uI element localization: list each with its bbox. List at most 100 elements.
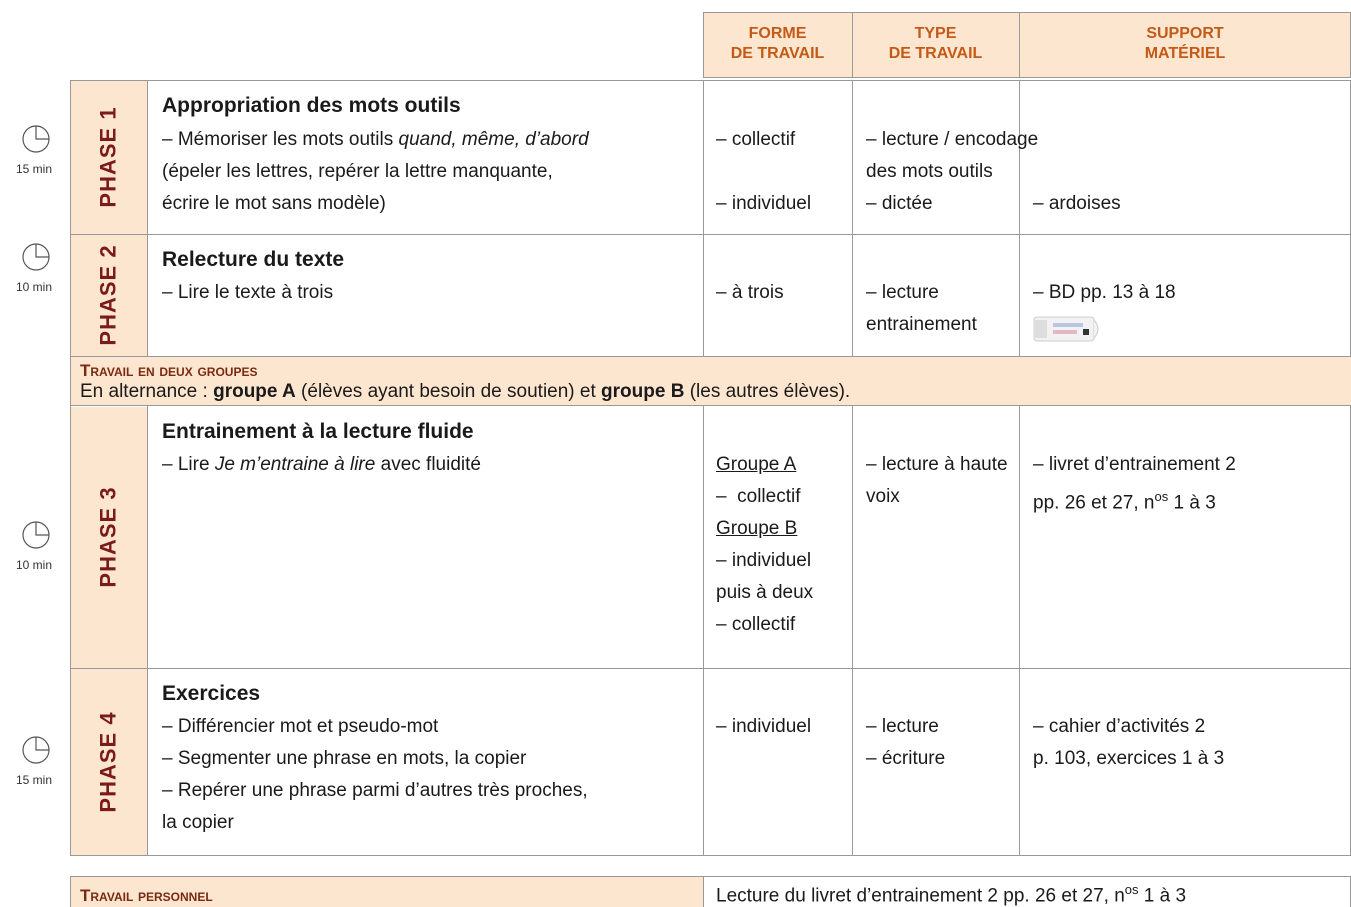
- forme: – individuel: [716, 716, 812, 737]
- header-line: TYPE: [914, 25, 957, 42]
- superscript: os: [1124, 882, 1139, 897]
- header-type: TYPE DE TRAVAIL: [852, 24, 1019, 64]
- text: pp. 26 et 27, n: [1033, 492, 1155, 514]
- italic-text: Je m’entraine à lire: [214, 454, 376, 475]
- support: – cahier d’activités 2: [1033, 716, 1206, 737]
- divider: [1019, 12, 1020, 78]
- phase-label: PHASE 4: [95, 711, 121, 813]
- type: – lecture: [866, 282, 939, 303]
- divider: [852, 80, 853, 356]
- text: Lecture du livret d’entrainement 2 pp. 2…: [716, 885, 1125, 907]
- text: En alternance :: [80, 381, 214, 402]
- duration: 10 min: [15, 558, 53, 572]
- bold-text: groupe B: [601, 381, 685, 402]
- support: pp. 26 et 27, nos 1 à 3: [1033, 485, 1216, 515]
- group-label: Groupe B: [716, 518, 798, 539]
- superscript: os: [1154, 489, 1169, 504]
- divider: [852, 406, 853, 856]
- content-line: écrire le mot sans modèle): [162, 193, 386, 214]
- phase-cell: [71, 407, 147, 855]
- phase-label: PHASE 1: [95, 106, 121, 208]
- clock-icon: [22, 736, 50, 764]
- clock-icon: [22, 521, 50, 549]
- forme: – individuel: [716, 550, 812, 571]
- clock-icon: [22, 243, 50, 271]
- phase-title: Appropriation des mots outils: [162, 94, 461, 117]
- row-divider: [70, 234, 1351, 235]
- band-text: En alternance : groupe A (élèves ayant b…: [80, 380, 850, 404]
- divider: [147, 406, 148, 856]
- phase-title: Exercices: [162, 682, 261, 705]
- duration: 15 min: [15, 773, 53, 787]
- forme: – collectif: [716, 129, 796, 150]
- text: avec fluidité: [375, 454, 481, 475]
- content-line: (épeler les lettres, repérer la lettre m…: [162, 161, 553, 182]
- type: des mots outils: [866, 161, 993, 182]
- phase-cell: [71, 81, 147, 356]
- divider: [703, 406, 704, 856]
- header-line: FORME: [748, 25, 807, 42]
- type: entrainement: [866, 314, 977, 335]
- band-title: Travail en deux groupes: [80, 361, 258, 380]
- header-line: SUPPORT: [1146, 25, 1224, 42]
- divider: [147, 80, 148, 356]
- text: 1 à 3: [1138, 885, 1187, 907]
- content-line: – Segmenter une phrase en mots, la copie…: [162, 748, 527, 769]
- header-line: MATÉRIEL: [1144, 45, 1226, 62]
- header-support: SUPPORT MATÉRIEL: [1019, 24, 1351, 64]
- duration: 10 min: [15, 280, 53, 294]
- divider: [703, 80, 704, 356]
- footer-text: Lecture du livret d’entrainement 2 pp. 2…: [716, 878, 1186, 907]
- forme: – à trois: [716, 282, 784, 303]
- phase-label-cell: PHASE 4: [70, 668, 147, 856]
- phase-label: PHASE 2: [95, 244, 121, 346]
- header-line: DE TRAVAIL: [730, 45, 825, 62]
- support: – ardoises: [1033, 193, 1121, 214]
- support: – BD pp. 13 à 18: [1033, 282, 1176, 303]
- phase-label-cell: PHASE 3: [70, 406, 147, 668]
- type: – écriture: [866, 748, 946, 769]
- group-label: Groupe A: [716, 454, 797, 475]
- type: – lecture à haute: [866, 454, 1008, 475]
- divider: [1019, 406, 1020, 856]
- phase-title: Entrainement à la lecture fluide: [162, 420, 474, 443]
- bold-text: groupe A: [213, 381, 296, 402]
- type: – dictée: [866, 193, 933, 214]
- forme: puis à deux: [716, 582, 814, 603]
- text: – Mémoriser les mots outils: [162, 129, 399, 150]
- content-line: – Repérer une phrase parmi d’autres très…: [162, 780, 588, 801]
- header-forme: FORME DE TRAVAIL: [703, 24, 852, 64]
- content-line: – Lire Je m’entraine à lire avec fluidit…: [162, 453, 481, 477]
- type: voix: [866, 486, 900, 507]
- footer-label-cell: [70, 876, 704, 907]
- phase-label: PHASE 3: [95, 486, 121, 588]
- support: p. 103, exercices 1 à 3: [1033, 748, 1225, 769]
- italic-text: quand, même, d’abord: [398, 129, 589, 150]
- divider: [1019, 80, 1020, 356]
- content-line: – Différencier mot et pseudo-mot: [162, 716, 439, 737]
- phase-label-cell: PHASE 1: [70, 80, 147, 234]
- divider: [852, 12, 853, 78]
- clock-icon: [22, 125, 50, 153]
- phase-title: Relecture du texte: [162, 248, 345, 271]
- content-line: – Mémoriser les mots outils quand, même,…: [162, 128, 589, 152]
- text: (les autres élèves).: [684, 381, 851, 402]
- type: – lecture / encodage: [866, 129, 1039, 150]
- type: – lecture: [866, 716, 939, 737]
- text: 1 à 3: [1168, 492, 1216, 514]
- groups-band: [71, 356, 1351, 406]
- phase-label-cell: PHASE 2: [70, 234, 147, 356]
- text: – Lire: [162, 454, 215, 475]
- forme: – collectif: [716, 486, 801, 507]
- row-divider: [70, 668, 1351, 669]
- duration: 15 min: [15, 162, 53, 176]
- header-row: [703, 12, 1351, 78]
- content-line: – Lire le texte à trois: [162, 282, 334, 303]
- text: (élèves ayant besoin de soutien) et: [295, 381, 602, 402]
- forme: – individuel: [716, 193, 812, 214]
- forme: – collectif: [716, 614, 796, 635]
- usb-key-icon: [1033, 316, 1099, 342]
- content-line: la copier: [162, 812, 234, 833]
- header-line: DE TRAVAIL: [888, 45, 983, 62]
